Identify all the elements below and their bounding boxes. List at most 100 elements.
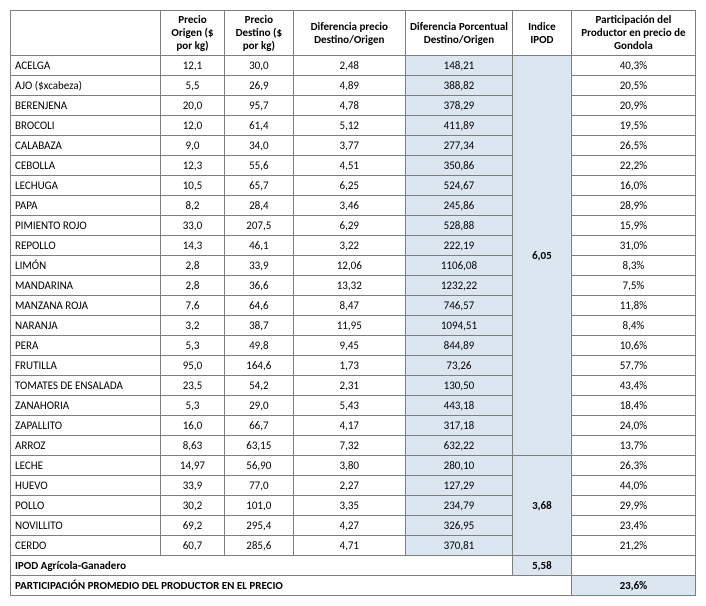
cell-precio-origen: 5,3 <box>160 335 224 355</box>
cell-participacion: 19,5% <box>571 115 695 135</box>
cell-product: BROCOLI <box>11 115 161 135</box>
cell-porcentual: 844,89 <box>405 335 512 355</box>
cell-precio-destino: 56,90 <box>225 455 294 475</box>
cell-porcentual: 234,79 <box>405 495 512 515</box>
table-row: CALABAZA9,034,03,77277,3426,5% <box>11 135 696 155</box>
price-table: Precio Origen ($ por kg) Precio Destino … <box>10 10 696 596</box>
cell-participacion: 43,4% <box>571 375 695 395</box>
cell-precio-destino: 95,7 <box>225 95 294 115</box>
summary-row-ipod: IPOD Agrícola-Ganadero5,58 <box>11 555 696 575</box>
cell-precio-destino: 61,4 <box>225 115 294 135</box>
cell-participacion: 23,4% <box>571 515 695 535</box>
cell-participacion: 11,8% <box>571 295 695 315</box>
cell-precio-destino: 285,6 <box>225 535 294 555</box>
cell-diferencia: 12,06 <box>293 255 405 275</box>
cell-participacion: 7,5% <box>571 275 695 295</box>
cell-diferencia: 3,35 <box>293 495 405 515</box>
cell-product: LIMÓN <box>11 255 161 275</box>
cell-diferencia: 4,78 <box>293 95 405 115</box>
cell-product: LECHE <box>11 455 161 475</box>
table-row: CEBOLLA12,355,64,51350,8622,2% <box>11 155 696 175</box>
cell-participacion: 20,9% <box>571 95 695 115</box>
cell-diferencia: 3,80 <box>293 455 405 475</box>
cell-precio-origen: 14,97 <box>160 455 224 475</box>
cell-precio-origen: 16,0 <box>160 415 224 435</box>
cell-diferencia: 4,51 <box>293 155 405 175</box>
cell-precio-destino: 54,2 <box>225 375 294 395</box>
table-row: ZAPALLITO16,066,74,17317,1824,0% <box>11 415 696 435</box>
cell-precio-origen: 30,2 <box>160 495 224 515</box>
table-row: LECHE14,9756,903,80280,103,6826,3% <box>11 455 696 475</box>
cell-precio-origen: 7,6 <box>160 295 224 315</box>
cell-product: REPOLLO <box>11 235 161 255</box>
cell-product: PAPA <box>11 195 161 215</box>
cell-product: FRUTILLA <box>11 355 161 375</box>
cell-precio-destino: 164,6 <box>225 355 294 375</box>
cell-product: ZANAHORIA <box>11 395 161 415</box>
cell-precio-origen: 9,0 <box>160 135 224 155</box>
cell-product: ZAPALLITO <box>11 415 161 435</box>
cell-diferencia: 13,32 <box>293 275 405 295</box>
cell-participacion: 24,0% <box>571 415 695 435</box>
cell-porcentual: 524,67 <box>405 175 512 195</box>
cell-participacion: 8,3% <box>571 255 695 275</box>
table-row: REPOLLO14,346,13,22222,1931,0% <box>11 235 696 255</box>
table-row: NARANJA3,238,711,951094,518,4% <box>11 315 696 335</box>
cell-precio-origen: 3,2 <box>160 315 224 335</box>
cell-participacion: 8,4% <box>571 315 695 335</box>
cell-porcentual: 127,29 <box>405 475 512 495</box>
summary-label: PARTICIPACIÓN PROMEDIO DEL PRODUCTOR EN … <box>11 575 572 595</box>
cell-diferencia: 4,89 <box>293 75 405 95</box>
cell-precio-destino: 64,6 <box>225 295 294 315</box>
cell-precio-destino: 28,4 <box>225 195 294 215</box>
cell-precio-destino: 26,9 <box>225 75 294 95</box>
cell-porcentual: 277,34 <box>405 135 512 155</box>
cell-product: ACELGA <box>11 55 161 75</box>
cell-participacion: 29,9% <box>571 495 695 515</box>
cell-participacion: 16,0% <box>571 175 695 195</box>
table-row: MANDARINA2,836,613,321232,227,5% <box>11 275 696 295</box>
table-row: BERENJENA20,095,74,78378,2920,9% <box>11 95 696 115</box>
cell-porcentual: 1232,22 <box>405 275 512 295</box>
cell-participacion: 21,2% <box>571 535 695 555</box>
cell-product: MANDARINA <box>11 275 161 295</box>
header-diferencia-porcentual: Diferencia Porcentual Destino/Origen <box>405 11 512 56</box>
cell-precio-destino: 207,5 <box>225 215 294 235</box>
cell-product: TOMATES DE ENSALADA <box>11 375 161 395</box>
header-precio-origen: Precio Origen ($ por kg) <box>160 11 224 56</box>
cell-porcentual: 388,82 <box>405 75 512 95</box>
cell-precio-destino: 77,0 <box>225 475 294 495</box>
table-row: AJO ($xcabeza)5,526,94,89388,8220,5% <box>11 75 696 95</box>
header-precio-destino: Precio Destino ($ por kg) <box>225 11 294 56</box>
cell-porcentual: 746,57 <box>405 295 512 315</box>
cell-product: MANZANA ROJA <box>11 295 161 315</box>
cell-precio-origen: 12,0 <box>160 115 224 135</box>
cell-diferencia: 4,27 <box>293 515 405 535</box>
summary-empty <box>571 555 695 575</box>
cell-product: AJO ($xcabeza) <box>11 75 161 95</box>
cell-diferencia: 5,12 <box>293 115 405 135</box>
cell-participacion: 26,5% <box>571 135 695 155</box>
cell-diferencia: 3,77 <box>293 135 405 155</box>
cell-precio-destino: 295,4 <box>225 515 294 535</box>
cell-precio-origen: 14,3 <box>160 235 224 255</box>
header-diferencia-precio: Diferencia precio Destino/Origen <box>293 11 405 56</box>
cell-diferencia: 4,17 <box>293 415 405 435</box>
cell-product: LECHUGA <box>11 175 161 195</box>
cell-precio-destino: 46,1 <box>225 235 294 255</box>
table-row: BROCOLI12,061,45,12411,8919,5% <box>11 115 696 135</box>
cell-precio-destino: 49,8 <box>225 335 294 355</box>
cell-diferencia: 6,29 <box>293 215 405 235</box>
cell-precio-destino: 29,0 <box>225 395 294 415</box>
cell-participacion: 40,3% <box>571 55 695 75</box>
cell-diferencia: 3,46 <box>293 195 405 215</box>
cell-product: NOVILLITO <box>11 515 161 535</box>
cell-diferencia: 5,43 <box>293 395 405 415</box>
cell-precio-origen: 5,3 <box>160 395 224 415</box>
cell-precio-origen: 5,5 <box>160 75 224 95</box>
cell-precio-origen: 23,5 <box>160 375 224 395</box>
cell-product: PERA <box>11 335 161 355</box>
cell-product: CALABAZA <box>11 135 161 155</box>
cell-precio-origen: 8,2 <box>160 195 224 215</box>
cell-precio-origen: 20,0 <box>160 95 224 115</box>
